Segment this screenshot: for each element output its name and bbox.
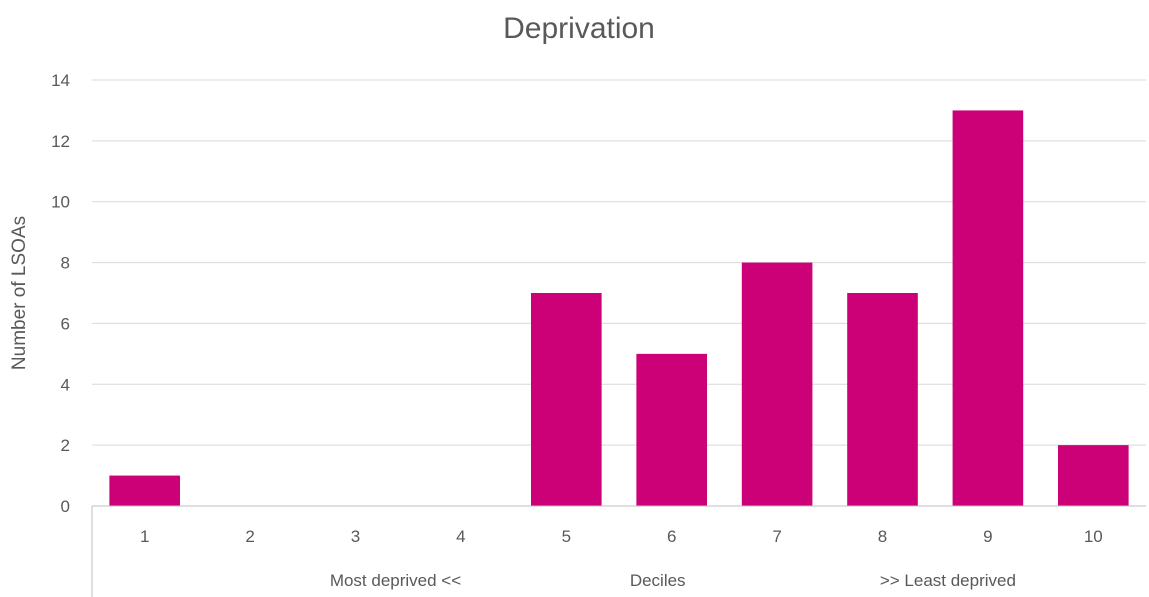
x-tick-label: 3 [351, 527, 360, 546]
x-axis-group-labels: Most deprived << Deciles >> Least deprived [330, 571, 1016, 590]
bar [952, 110, 1024, 506]
x-tick-label: 6 [667, 527, 676, 546]
x-tick-label: 8 [878, 527, 887, 546]
bar [741, 262, 813, 506]
gridlines [92, 79, 1146, 446]
x-group-label: Most deprived << [330, 571, 461, 590]
x-tick-label: 9 [983, 527, 992, 546]
x-group-label: Deciles [630, 571, 686, 590]
axes [91, 505, 1146, 597]
x-tick-label: 4 [456, 527, 465, 546]
x-tick-label: 2 [245, 527, 254, 546]
x-group-label: >> Least deprived [880, 571, 1016, 590]
chart-title: Deprivation [503, 12, 655, 45]
y-tick-label: 12 [51, 132, 70, 151]
x-tick-label: 10 [1084, 527, 1103, 546]
y-tick-label: 2 [61, 436, 70, 455]
bars [109, 110, 1129, 506]
y-tick-label: 14 [51, 71, 70, 90]
y-tick-label: 8 [61, 254, 70, 273]
bar [109, 475, 181, 506]
y-tick-label: 6 [61, 314, 70, 333]
y-axis-ticks: 0 2 4 6 8 10 12 14 [51, 71, 70, 516]
y-tick-label: 10 [51, 193, 70, 212]
bar [847, 293, 918, 506]
x-axis-ticks: 1 2 3 4 5 6 7 8 9 10 [140, 527, 1103, 546]
x-tick-label: 1 [140, 527, 149, 546]
bar [1057, 445, 1129, 506]
x-tick-label: 5 [562, 527, 571, 546]
bar [530, 293, 602, 506]
y-tick-label: 4 [61, 375, 70, 394]
y-axis-title: Number of LSOAs [9, 216, 30, 370]
x-tick-label: 7 [772, 527, 781, 546]
y-tick-label: 0 [61, 497, 70, 516]
bar [636, 353, 708, 506]
